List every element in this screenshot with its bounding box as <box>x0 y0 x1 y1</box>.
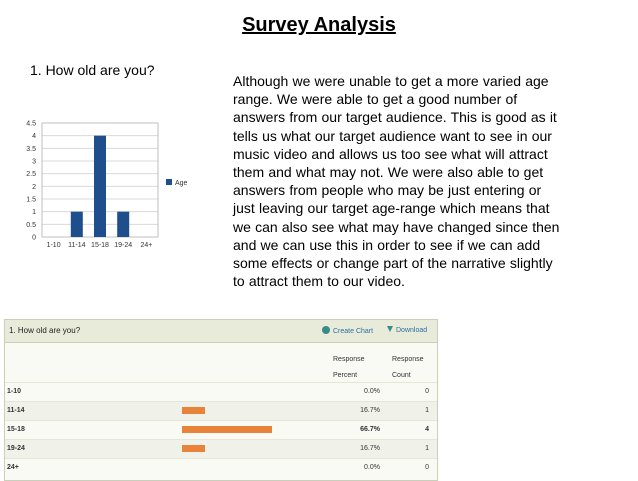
plot-frame <box>41 122 159 238</box>
download-arrow-icon <box>387 326 393 332</box>
download-button[interactable]: Download <box>387 326 427 334</box>
page-title: Survey Analysis <box>242 14 396 36</box>
row-count: 4 <box>425 426 429 433</box>
panel-header: 1. How old are you? Create Chart Downloa… <box>5 320 437 343</box>
table-row: 24+ 0.0% 0 <box>5 458 437 477</box>
row-percent: 16.7% <box>360 407 380 414</box>
y-tick-label: 2.5 <box>26 171 36 178</box>
legend-swatch <box>166 179 172 185</box>
y-tick-label: 4.5 <box>26 121 36 128</box>
y-tick-label: 0 <box>32 235 36 242</box>
row-bar <box>182 445 205 452</box>
y-tick-label: 1 <box>32 209 36 216</box>
download-label: Download <box>396 327 428 334</box>
y-tick-label: 3.5 <box>26 146 36 153</box>
create-chart-label: Create Chart <box>333 328 374 335</box>
row-label: 24+ <box>7 464 19 471</box>
row-count: 1 <box>425 445 429 452</box>
row-bar <box>182 407 205 414</box>
row-count: 0 <box>425 464 429 471</box>
table-row: 11-14 16.7% 1 <box>5 401 437 420</box>
create-chart-button[interactable]: Create Chart <box>322 326 373 335</box>
table-row: 19-24 16.7% 1 <box>5 439 437 458</box>
row-percent: 0.0% <box>364 464 380 471</box>
question-label: 1. How old are you? <box>30 62 155 78</box>
y-tick-label: 3 <box>32 159 36 166</box>
row-label: 19-24 <box>7 445 25 452</box>
row-label: 11-14 <box>7 407 25 414</box>
row-label: 1-10 <box>7 388 22 395</box>
row-percent: 66.7% <box>360 426 380 433</box>
x-tick-label: 15-18 <box>91 242 109 249</box>
response-percent-header-line1: Response <box>333 356 365 363</box>
x-tick-label: 19-24 <box>114 242 132 249</box>
row-count: 0 <box>425 388 429 395</box>
y-tick-label: 2 <box>32 184 36 191</box>
response-count-header-line1: Response <box>392 356 424 363</box>
y-tick-label: 0.5 <box>26 222 36 229</box>
row-count: 1 <box>425 407 429 414</box>
row-percent: 16.7% <box>360 445 380 452</box>
table-row: 15-18 66.7% 4 <box>5 420 437 439</box>
response-count-header-line2: Count <box>392 372 411 379</box>
survey-results-panel: 1. How old are you? Create Chart Downloa… <box>4 319 438 481</box>
x-tick-label: 1-10 <box>47 242 61 249</box>
y-tick-label: 4 <box>32 133 36 140</box>
create-chart-icon <box>322 326 330 334</box>
bar <box>94 135 106 237</box>
analysis-paragraph: Although we were unable to get a more va… <box>233 73 560 290</box>
table-row: 1-10 0.0% 0 <box>5 382 437 401</box>
row-label: 15-18 <box>7 426 25 433</box>
panel-title: 1. How old are you? <box>9 326 81 335</box>
x-tick-label: 11-14 <box>68 242 85 249</box>
response-count-header: Response Count <box>392 352 424 384</box>
bar <box>117 211 130 237</box>
legend-label: Age <box>175 180 188 187</box>
bar <box>70 211 83 237</box>
row-percent: 0.0% <box>364 388 380 395</box>
row-bar <box>182 426 273 433</box>
y-tick-label: 1.5 <box>26 197 36 204</box>
response-percent-header-line2: Percent <box>333 372 358 379</box>
x-tick-label: 24+ <box>140 242 152 249</box>
response-percent-header: Response Percent <box>333 352 365 384</box>
